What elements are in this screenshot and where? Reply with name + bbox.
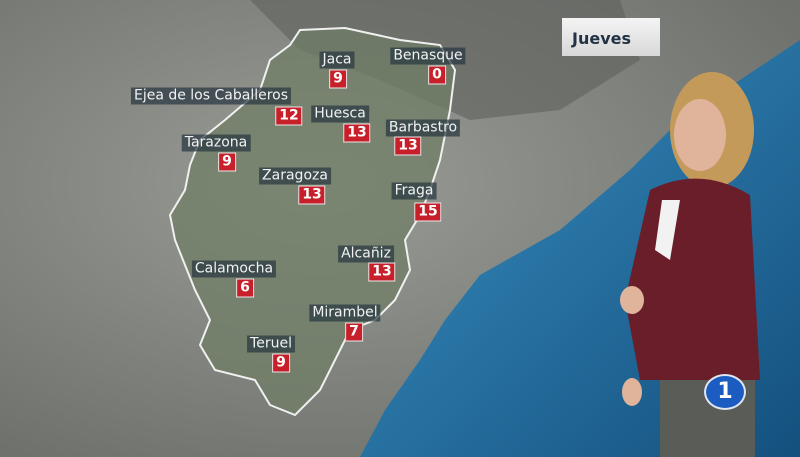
temp-zaragoza: 13 [298,185,326,205]
city-name-jaca: Jaca [319,51,355,69]
temp-huesca: 13 [343,123,371,143]
temp-tarazona: 9 [218,152,236,172]
city-name-ejea: Ejea de los Caballeros [130,87,292,105]
city-name-calamocha: Calamocha [191,260,277,278]
day-label: Jueves [562,18,660,56]
city-name-zaragoza: Zaragoza [259,167,331,185]
city-name-tarazona: Tarazona [181,134,251,152]
tve-channel-logo: 1 [704,374,746,410]
temp-barbastro: 13 [394,136,422,156]
temp-fraga: 15 [414,202,442,222]
city-name-alcaniz: Alcañiz [338,245,394,263]
temp-ejea: 12 [275,106,303,126]
city-name-barbastro: Barbastro [385,119,461,137]
temp-calamocha: 6 [236,278,254,298]
temp-mirambel: 7 [345,322,363,342]
temp-alcaniz: 13 [368,262,396,282]
city-name-mirambel: Mirambel [309,304,381,322]
temp-jaca: 9 [329,69,347,89]
city-name-teruel: Teruel [247,335,295,353]
city-name-benasque: Benasque [390,47,466,65]
city-name-fraga: Fraga [391,182,437,200]
temp-benasque: 0 [428,65,446,85]
city-name-huesca: Huesca [311,105,369,123]
temp-teruel: 9 [272,353,290,373]
